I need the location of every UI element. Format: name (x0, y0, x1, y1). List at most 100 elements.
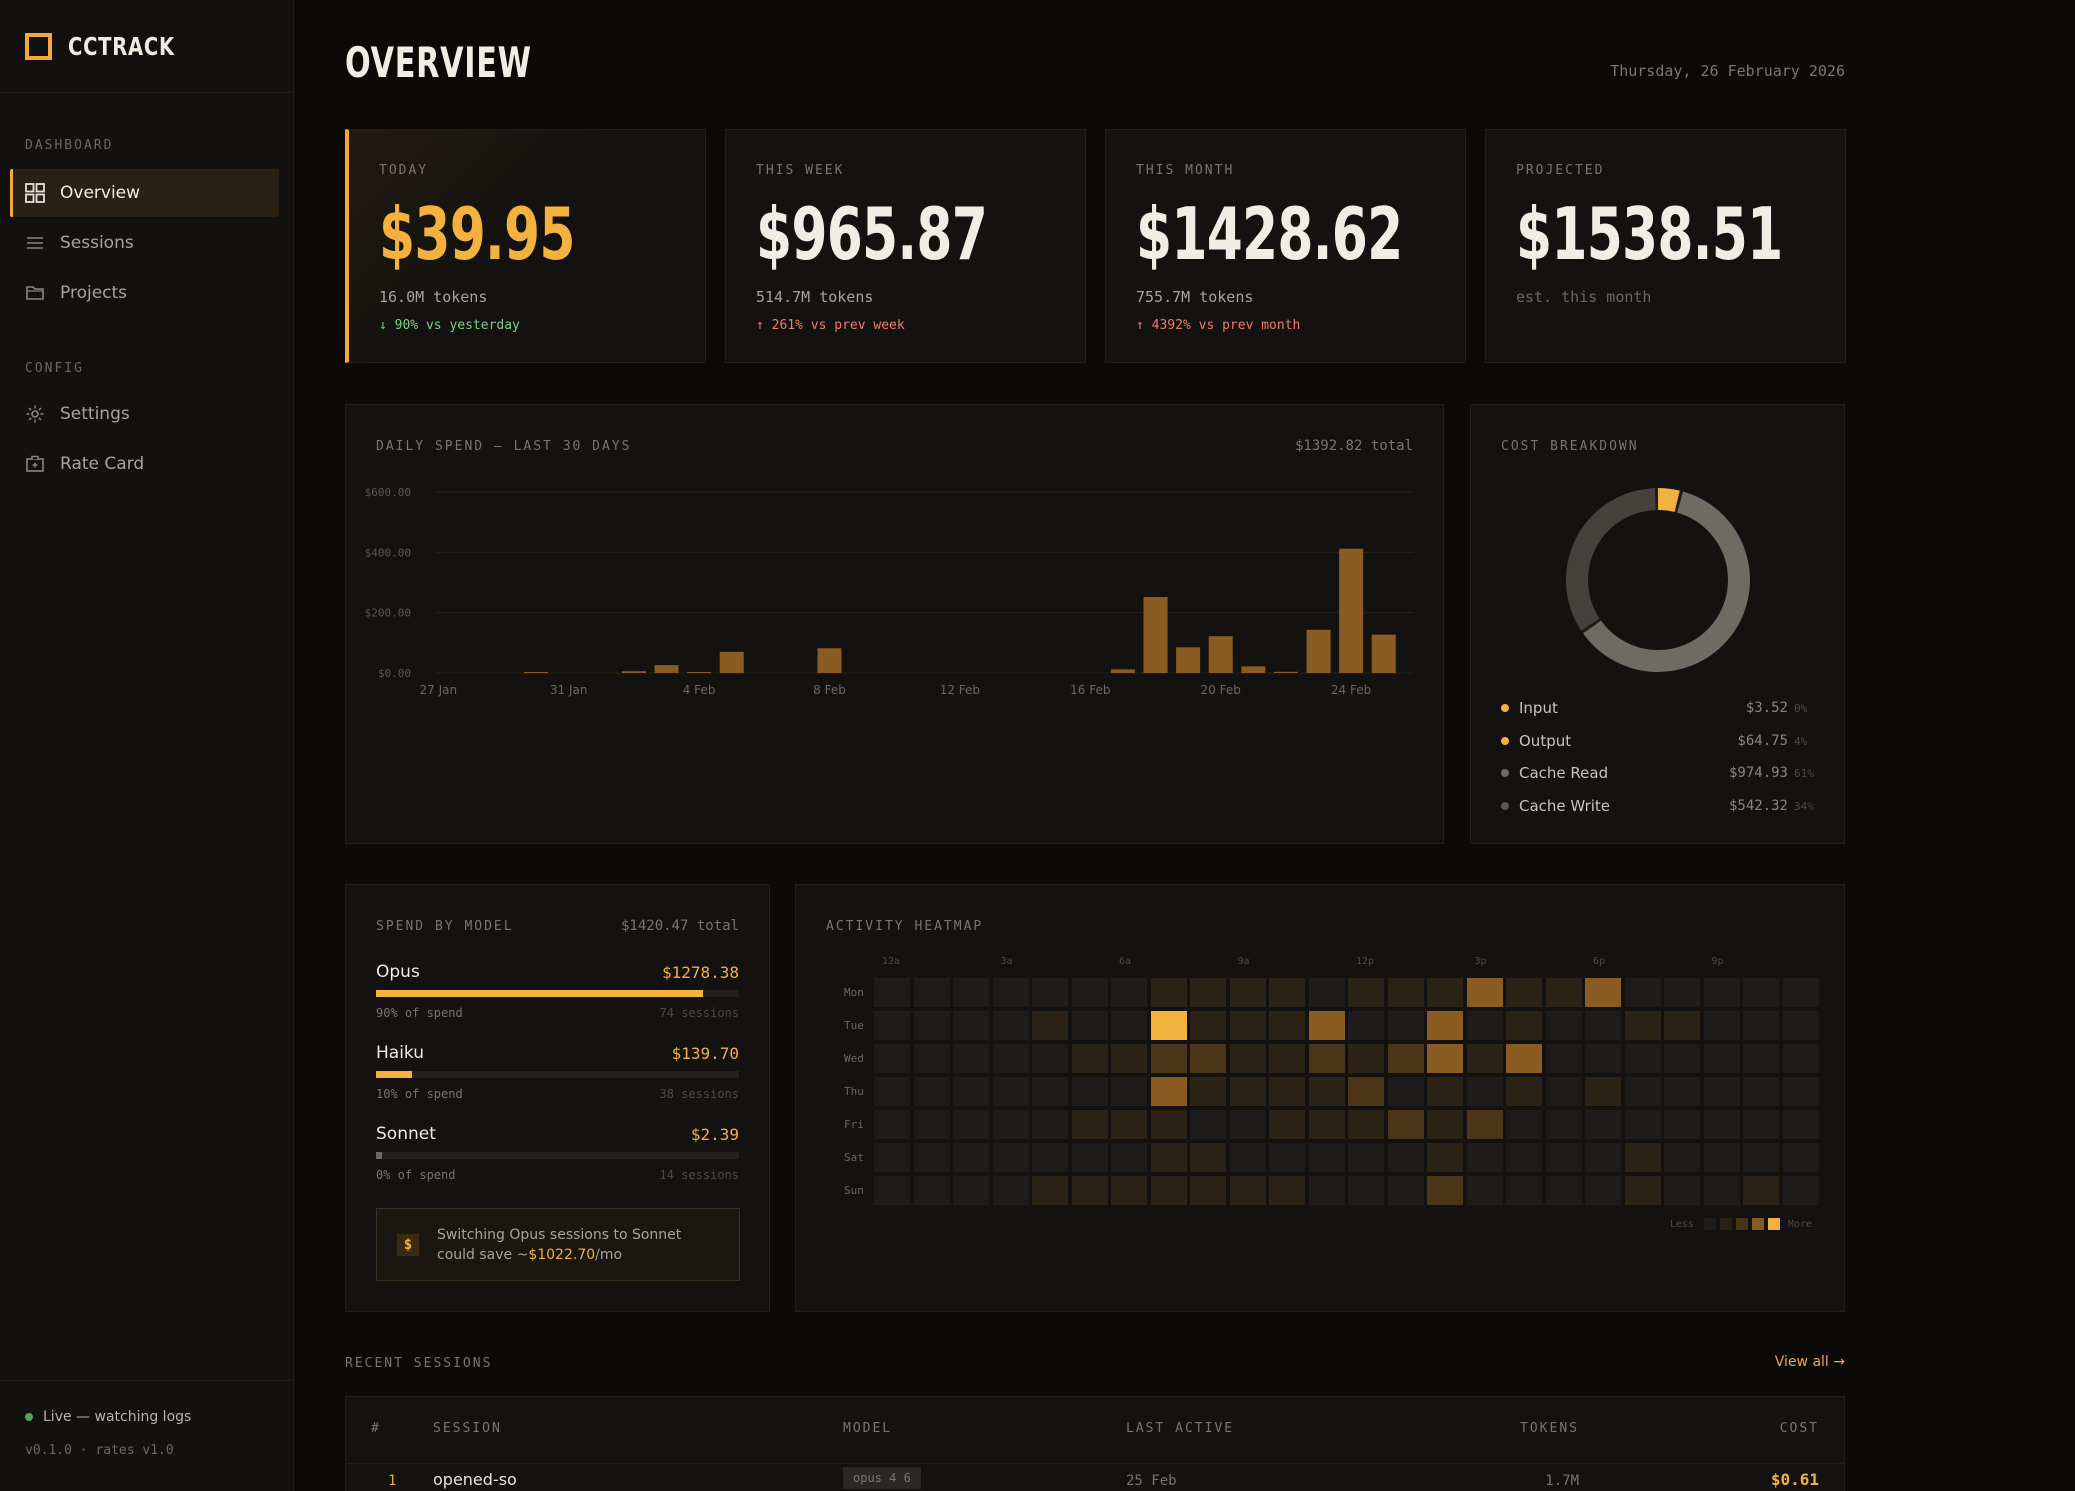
heatmap-cell[interactable] (1703, 1011, 1740, 1040)
heatmap-cell[interactable] (1071, 1143, 1108, 1172)
heatmap-cell[interactable] (1466, 1176, 1503, 1205)
heatmap-cell[interactable] (1585, 1077, 1621, 1106)
sidebar-item-projects[interactable]: Projects (10, 269, 279, 317)
spend-bar[interactable] (1273, 671, 1298, 673)
spend-bar[interactable] (1241, 666, 1266, 673)
heatmap-cell[interactable] (1308, 1077, 1345, 1106)
heatmap-cell[interactable] (1782, 1044, 1819, 1073)
heatmap-cell[interactable] (1466, 1044, 1503, 1073)
heatmap-cell[interactable] (913, 1176, 950, 1205)
heatmap-cell[interactable] (1545, 978, 1582, 1007)
heatmap-cell[interactable] (1269, 1077, 1305, 1106)
heatmap-cell[interactable] (1427, 1011, 1463, 1040)
heatmap-cell[interactable] (1703, 1044, 1740, 1073)
heatmap-cell[interactable] (1743, 978, 1779, 1007)
heatmap-cell[interactable] (1269, 1176, 1305, 1205)
heatmap-cell[interactable] (1387, 1110, 1424, 1139)
heatmap-cell[interactable] (1703, 1143, 1740, 1172)
heatmap-cell[interactable] (953, 1077, 989, 1106)
heatmap-cell[interactable] (874, 978, 910, 1007)
heatmap-cell[interactable] (1071, 1110, 1108, 1139)
heatmap-cell[interactable] (913, 1110, 950, 1139)
heatmap-cell[interactable] (1348, 1044, 1384, 1073)
heatmap-cell[interactable] (1585, 1110, 1621, 1139)
heatmap-cell[interactable] (1545, 1110, 1582, 1139)
heatmap-cell[interactable] (1308, 1110, 1345, 1139)
heatmap-cell[interactable] (1743, 1011, 1779, 1040)
spend-bar[interactable] (1143, 596, 1168, 673)
heatmap-cell[interactable] (913, 1044, 950, 1073)
heatmap-cell[interactable] (1664, 1077, 1700, 1106)
heatmap-cell[interactable] (1624, 1110, 1661, 1139)
heatmap-cell[interactable] (1111, 1143, 1147, 1172)
heatmap-cell[interactable] (1269, 1011, 1305, 1040)
heatmap-cell[interactable] (1782, 978, 1819, 1007)
sidebar-item-overview[interactable]: Overview (10, 169, 279, 217)
heatmap-cell[interactable] (1664, 978, 1700, 1007)
heatmap-cell[interactable] (1782, 1143, 1819, 1172)
heatmap-cell[interactable] (1071, 978, 1108, 1007)
heatmap-cell[interactable] (1387, 1176, 1424, 1205)
heatmap-cell[interactable] (1032, 1044, 1068, 1073)
heatmap-cell[interactable] (953, 1011, 989, 1040)
heatmap-cell[interactable] (1466, 1077, 1503, 1106)
heatmap-cell[interactable] (1466, 978, 1503, 1007)
heatmap-cell[interactable] (1229, 1143, 1266, 1172)
heatmap-cell[interactable] (1624, 1011, 1661, 1040)
column-header-tokens[interactable]: TOKENS (1520, 1421, 1579, 1436)
heatmap-cell[interactable] (1150, 978, 1187, 1007)
heatmap-cell[interactable] (992, 1110, 1029, 1139)
heatmap-cell[interactable] (1506, 1176, 1542, 1205)
heatmap-cell[interactable] (1348, 1077, 1384, 1106)
sidebar-item-sessions[interactable]: Sessions (10, 219, 279, 267)
heatmap-cell[interactable] (1387, 978, 1424, 1007)
sidebar-item-rate-card[interactable]: Rate Card (10, 440, 279, 488)
heatmap-cell[interactable] (1427, 1143, 1463, 1172)
heatmap-cell[interactable] (953, 978, 989, 1007)
heatmap-cell[interactable] (1071, 1077, 1108, 1106)
heatmap-cell[interactable] (1664, 1143, 1700, 1172)
logo[interactable]: CCTRACK (0, 0, 293, 93)
heatmap-cell[interactable] (1308, 1011, 1345, 1040)
heatmap-cell[interactable] (1703, 1110, 1740, 1139)
heatmap-cell[interactable] (1703, 978, 1740, 1007)
column-header-last-active[interactable]: LAST ACTIVE (1126, 1421, 1235, 1436)
heatmap-cell[interactable] (1387, 1077, 1424, 1106)
heatmap-cell[interactable] (1466, 1110, 1503, 1139)
heatmap-cell[interactable] (874, 1176, 910, 1205)
heatmap-cell[interactable] (1032, 1011, 1068, 1040)
heatmap-cell[interactable] (1427, 978, 1463, 1007)
heatmap-cell[interactable] (1506, 1044, 1542, 1073)
heatmap-cell[interactable] (1703, 1077, 1740, 1106)
heatmap-cell[interactable] (992, 1176, 1029, 1205)
donut-slice[interactable] (1566, 488, 1750, 672)
heatmap-cell[interactable] (1190, 1077, 1226, 1106)
heatmap-cell[interactable] (874, 1011, 910, 1040)
heatmap-cell[interactable] (1269, 1110, 1305, 1139)
heatmap-cell[interactable] (1150, 1044, 1187, 1073)
heatmap-cell[interactable] (992, 1044, 1029, 1073)
spend-bar[interactable] (1306, 629, 1331, 673)
spend-bar[interactable] (719, 651, 744, 673)
spend-bar[interactable] (621, 671, 646, 673)
heatmap-cell[interactable] (1782, 1176, 1819, 1205)
heatmap-cell[interactable] (1585, 1044, 1621, 1073)
heatmap-cell[interactable] (1269, 1044, 1305, 1073)
heatmap-cell[interactable] (1229, 1110, 1266, 1139)
donut-slice[interactable] (1566, 488, 1750, 672)
heatmap-cell[interactable] (1545, 1176, 1582, 1205)
heatmap-cell[interactable] (1624, 1044, 1661, 1073)
heatmap-cell[interactable] (1150, 1110, 1187, 1139)
spend-bar[interactable] (1371, 634, 1396, 673)
heatmap-cell[interactable] (1190, 1011, 1226, 1040)
heatmap-cell[interactable] (953, 1044, 989, 1073)
heatmap-cell[interactable] (1466, 1011, 1503, 1040)
heatmap-cell[interactable] (1229, 1176, 1266, 1205)
heatmap-cell[interactable] (1506, 1077, 1542, 1106)
heatmap-cell[interactable] (1269, 978, 1305, 1007)
heatmap-cell[interactable] (1190, 1176, 1226, 1205)
spend-bar[interactable] (524, 672, 549, 673)
heatmap-cell[interactable] (1545, 1077, 1582, 1106)
heatmap-cell[interactable] (1150, 1143, 1187, 1172)
heatmap-cell[interactable] (1150, 1176, 1187, 1205)
